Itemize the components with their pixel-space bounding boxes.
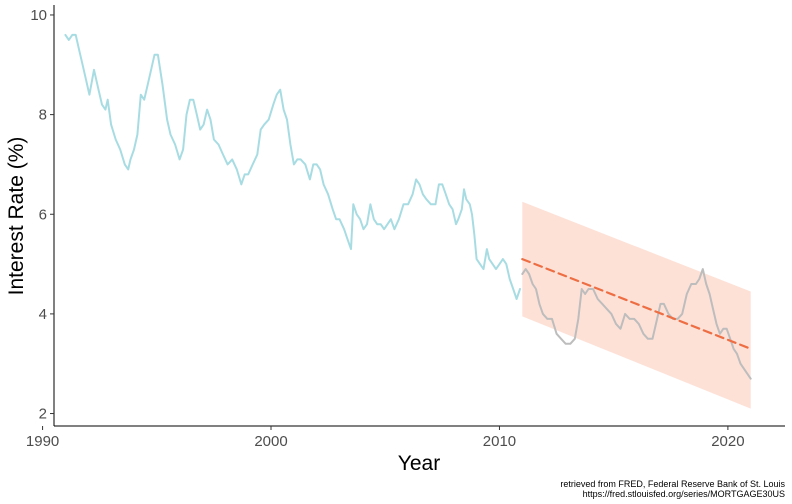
training-series [64,33,521,300]
axes [42,5,785,430]
prediction-interval [522,201,751,409]
tick-labels: 1990 2000 2010 2020 2 4 6 8 10 [26,7,745,450]
y-tick-label: 6 [39,206,47,223]
source-caption-line-1: retrieved from FRED, Federal Reserve Ban… [560,479,785,489]
training-line [64,33,521,300]
forecast-line [521,258,752,350]
x-tick-label: 1990 [26,433,59,450]
y-tick-label: 4 [39,306,47,323]
x-axis-title: Year [398,452,440,475]
y-tick-label: 8 [39,107,47,124]
x-tick-label: 2010 [483,433,516,450]
x-tick-label: 2020 [711,433,744,450]
prediction-interval-band [522,201,751,409]
y-tick-label: 10 [30,7,47,24]
y-tick-label: 2 [39,406,47,423]
x-tick-label: 2000 [254,433,287,450]
actual-line [521,268,752,380]
actual-series [521,268,752,380]
source-caption-line-2: https://fred.stlouisfed.org/series/MORTG… [583,489,785,499]
y-axis-title: Interest Rate (%) [5,137,28,296]
forecast-series [521,258,752,350]
